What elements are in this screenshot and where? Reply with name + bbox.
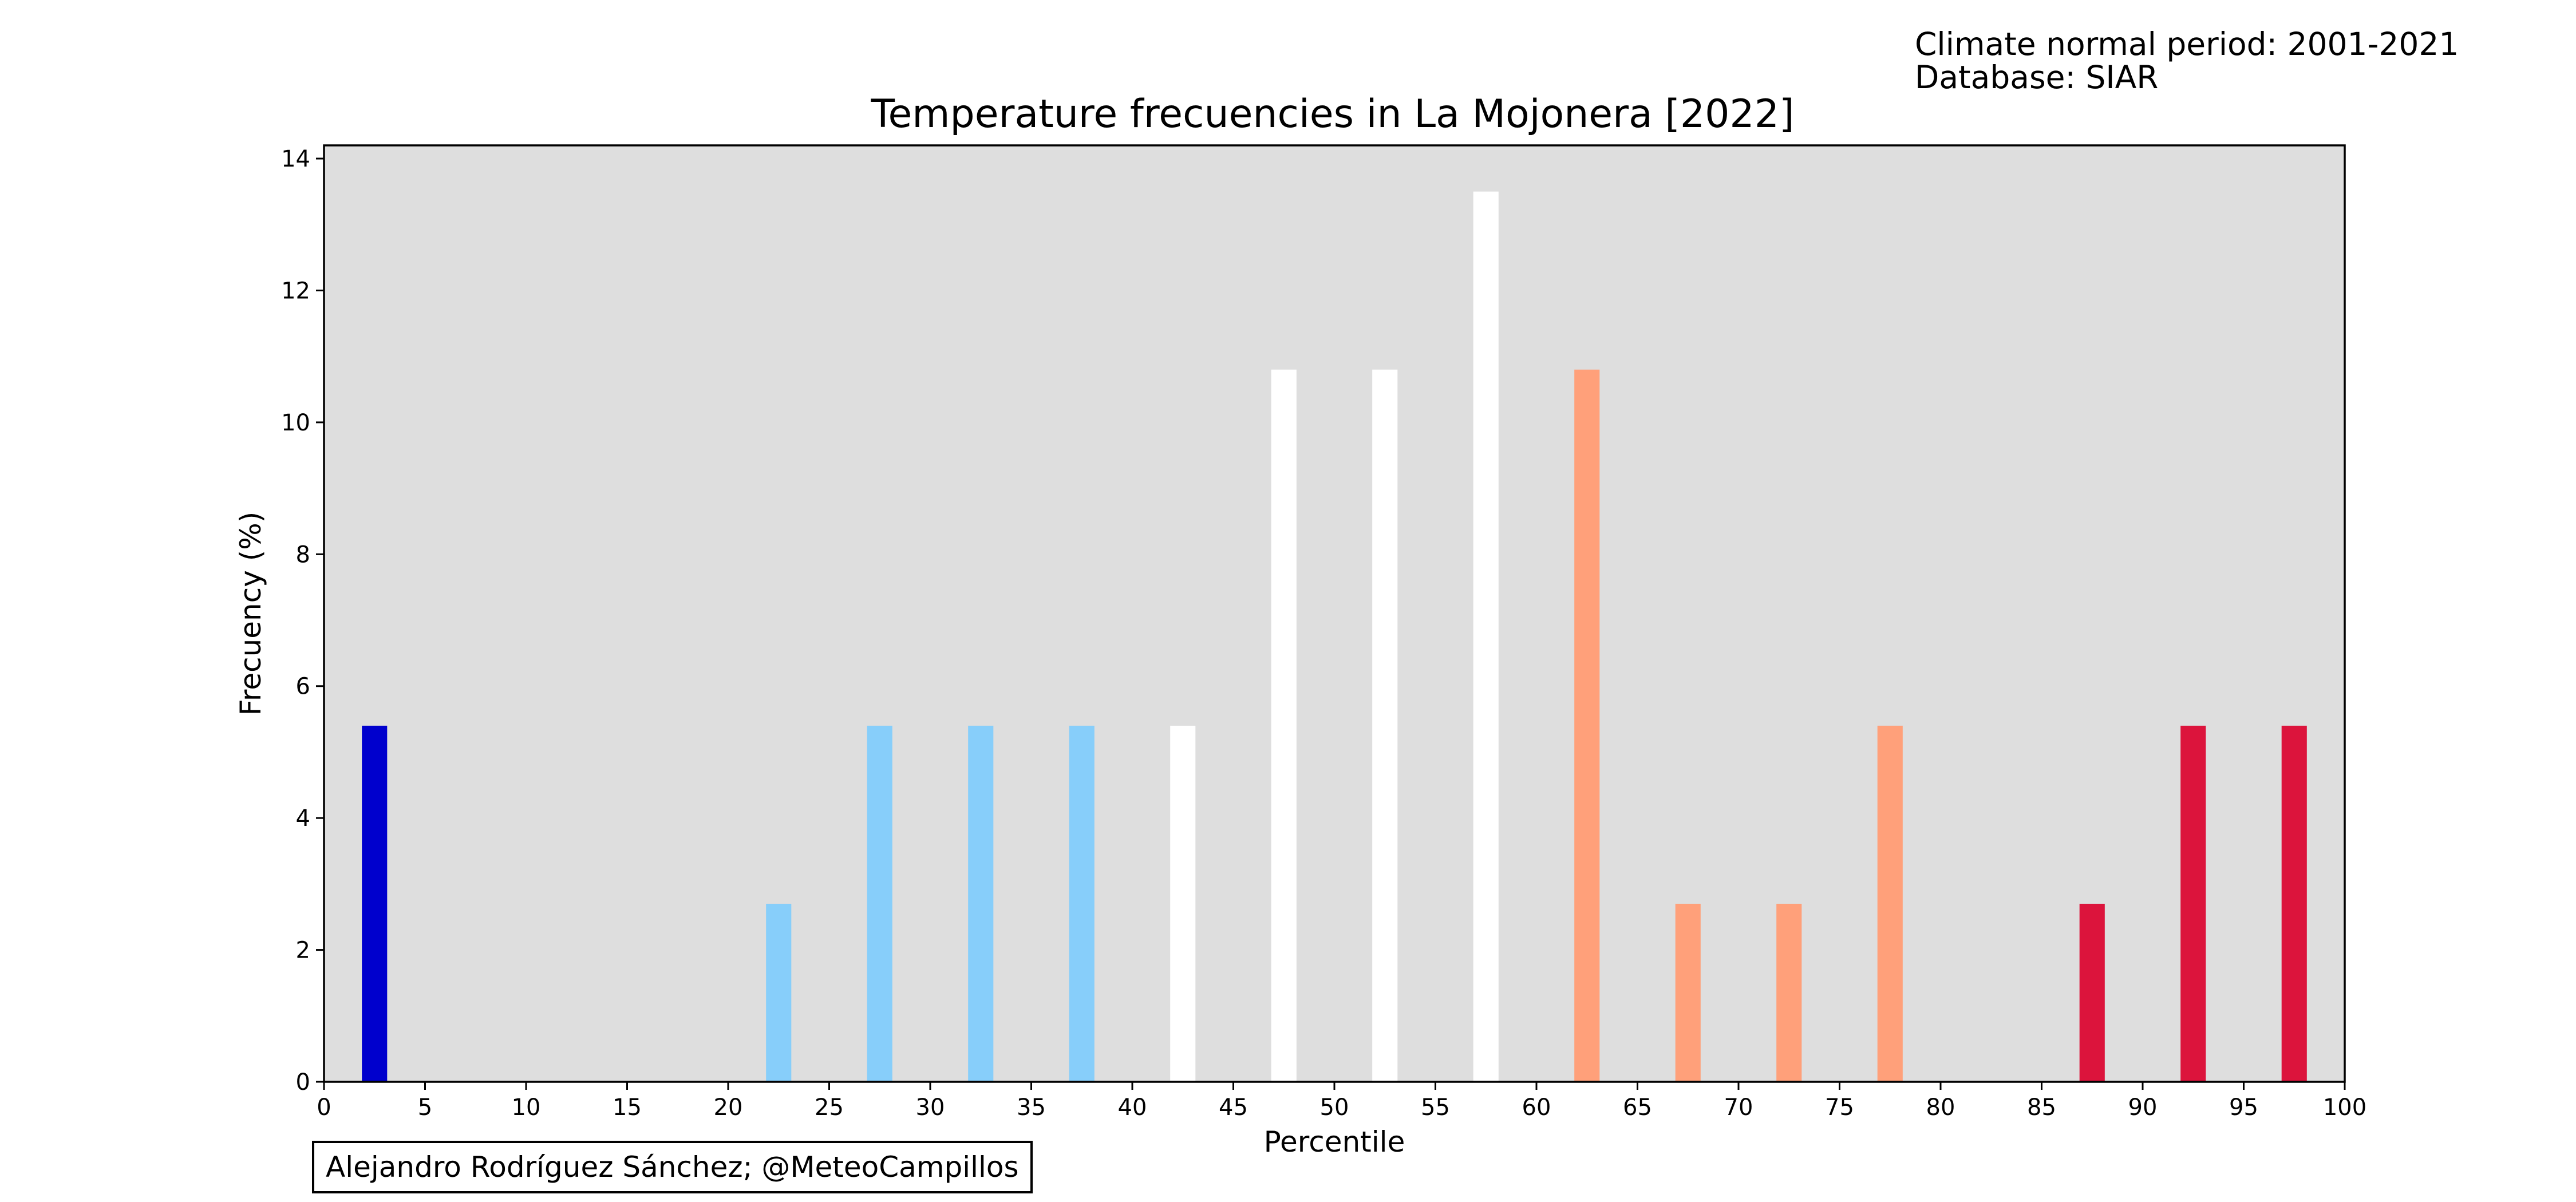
bar-p57.5	[1473, 191, 1499, 1082]
normal-period-label: Climate normal period: 2001-2021	[1915, 26, 2459, 62]
bar-p32.5	[968, 725, 994, 1082]
x-tick-label: 50	[1320, 1094, 1349, 1121]
bar-p37.5	[1069, 725, 1095, 1082]
x-tick-label: 55	[1421, 1094, 1450, 1121]
y-tick-label: 12	[281, 278, 310, 304]
y-tick-label: 2	[296, 938, 310, 964]
x-tick-label: 65	[1623, 1094, 1652, 1121]
x-axis-label: Percentile	[1264, 1125, 1405, 1158]
bar-p97.5	[2281, 725, 2307, 1082]
bar-p72.5	[1776, 903, 1802, 1082]
x-tick-label: 85	[2027, 1094, 2056, 1121]
y-axis-label: Frecuency (%)	[234, 512, 267, 715]
chart-title: Temperature frecuencies in La Mojonera […	[870, 92, 1794, 137]
database-label: Database: SIAR	[1915, 59, 2159, 96]
x-tick-label: 40	[1118, 1094, 1147, 1121]
y-tick-label: 0	[296, 1069, 310, 1096]
x-tick-label: 30	[916, 1094, 945, 1121]
bar-p47.5	[1271, 369, 1297, 1082]
bar-p52.5	[1372, 369, 1398, 1082]
x-tick-label: 5	[418, 1094, 432, 1121]
bar-p62.5	[1574, 369, 1600, 1082]
bar-p92.5	[2180, 725, 2206, 1082]
bars	[362, 191, 2307, 1082]
x-tick-label: 90	[2128, 1094, 2158, 1121]
x-tick-label: 15	[613, 1094, 642, 1121]
bar-p67.5	[1675, 903, 1701, 1082]
bar-p87.5	[2079, 903, 2105, 1082]
y-tick-label: 10	[281, 410, 310, 436]
x-tick-label: 20	[714, 1094, 743, 1121]
x-tick-label: 95	[2229, 1094, 2258, 1121]
x-tick-label: 25	[815, 1094, 844, 1121]
y-tick-label: 8	[296, 541, 310, 568]
y-tick-label: 4	[296, 805, 310, 832]
y-axis-ticks: 0 2 4 6 8 10 12 14	[281, 146, 324, 1096]
bar-p22.5	[766, 903, 792, 1082]
x-tick-label: 75	[1825, 1094, 1854, 1121]
x-tick-label: 100	[2323, 1094, 2366, 1121]
bar-p42.5	[1170, 725, 1196, 1082]
x-tick-label: 80	[1926, 1094, 1955, 1121]
x-tick-label: 45	[1219, 1094, 1248, 1121]
bar-p27.5	[867, 725, 892, 1082]
bar-p2.5	[362, 725, 388, 1082]
plot-area	[324, 145, 2345, 1082]
y-tick-label: 6	[296, 674, 310, 700]
x-axis-ticks: 0 5 10 15 20 25 30 35 40 45 50 55 60 65 70 75 80 85 90 95 10…	[317, 1082, 2366, 1121]
x-tick-label: 0	[317, 1094, 331, 1121]
x-tick-label: 10	[512, 1094, 541, 1121]
x-tick-label: 35	[1017, 1094, 1046, 1121]
x-tick-label: 60	[1522, 1094, 1551, 1121]
y-tick-label: 14	[281, 146, 310, 172]
author-credit: Alejandro Rodríguez Sánchez; @MeteoCampi…	[312, 1141, 1033, 1193]
x-tick-label: 70	[1724, 1094, 1753, 1121]
bar-p77.5	[1877, 725, 1903, 1082]
